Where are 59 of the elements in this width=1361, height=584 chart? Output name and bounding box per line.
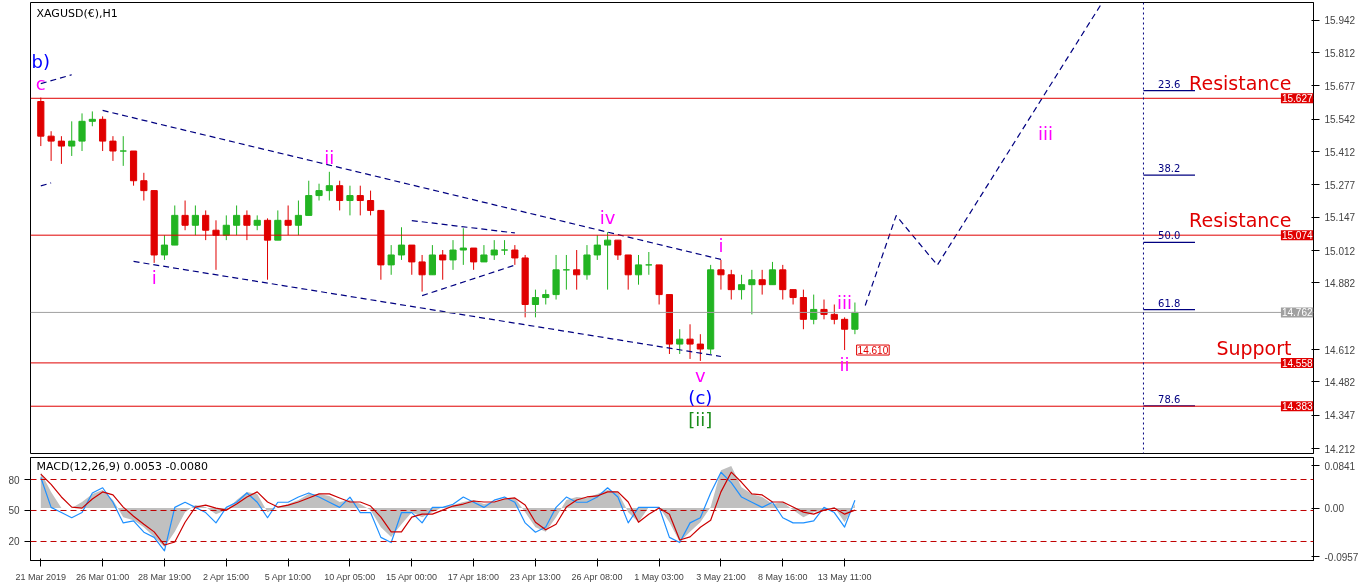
y-tick-label: 15.012 <box>1324 245 1356 257</box>
y2-tick-label: 20 <box>8 536 20 548</box>
ref-line-label: 14.558 <box>1281 357 1313 369</box>
x-tick-label: 1 May 03:00 <box>634 571 684 582</box>
x-tick-label: 26 Apr 08:00 <box>571 571 623 582</box>
y-tick-label: 0.0841 <box>1324 460 1356 472</box>
y-tick-label: 15.677 <box>1324 80 1356 92</box>
annotation: v <box>695 364 707 386</box>
y-tick-label: 0.00 <box>1324 503 1345 515</box>
annotation: 14.610 <box>857 345 889 357</box>
x-tick-label: 8 May 16:00 <box>758 571 808 582</box>
annotation: iii <box>837 292 853 314</box>
y-tick-label: 15.542 <box>1324 114 1356 126</box>
y-tick-label: 14.347 <box>1324 410 1356 422</box>
annotation: iv <box>599 207 616 229</box>
annotation: 38.2 <box>1158 163 1181 175</box>
x-tick-label: 10 Apr 05:00 <box>324 571 376 582</box>
annotation: b) <box>31 50 51 72</box>
chart-title: MACD(12,26,9) 0.0053 -0.0080 <box>36 459 208 473</box>
annotation: 23.6 <box>1158 78 1181 90</box>
ref-line-label: 15.627 <box>1281 93 1313 105</box>
annotation: 78.6 <box>1158 393 1181 405</box>
annotation: (c) <box>688 386 713 408</box>
x-tick-label: 23 Apr 13:00 <box>509 571 561 582</box>
y2-tick-label: 80 <box>8 474 20 486</box>
annotation: Resistance <box>1189 72 1292 95</box>
y-tick-label: 14.212 <box>1324 443 1356 455</box>
x-tick-label: 13 May 11:00 <box>817 571 872 582</box>
x-tick-label: 26 Mar 01:00 <box>76 571 130 582</box>
y-tick-label: 15.147 <box>1324 212 1356 224</box>
ref-line-label: 14.762 <box>1281 307 1313 319</box>
chart-title: XAGUSD(€),H1 <box>36 6 118 20</box>
annotation: [ii] <box>688 408 713 430</box>
y2-tick-label: 50 <box>8 505 20 517</box>
x-tick-label: 15 Apr 00:00 <box>386 571 438 582</box>
y-tick-label: 14.612 <box>1324 344 1356 356</box>
y-tick-label: 15.412 <box>1324 146 1356 158</box>
y-tick-label: -0.0957 <box>1324 551 1359 563</box>
y-tick-label: 15.812 <box>1324 47 1356 59</box>
x-tick-label: 2 Apr 15:00 <box>203 571 250 582</box>
y-tick-label: 14.882 <box>1324 277 1356 289</box>
annotation: Support <box>1216 336 1292 359</box>
annotation: c <box>35 72 46 94</box>
x-tick-label: 17 Apr 18:00 <box>447 571 499 582</box>
y-tick-label: 14.482 <box>1324 376 1356 388</box>
x-tick-label: 21 Mar 2019 <box>15 571 67 582</box>
y-tick-label: 15.942 <box>1324 15 1356 27</box>
annotation: i <box>718 234 724 256</box>
annotation: iii <box>1038 123 1054 145</box>
annotation: Resistance <box>1189 209 1292 232</box>
y-tick-label: 15.277 <box>1324 179 1356 191</box>
annotation: ii <box>324 146 335 168</box>
x-tick-label: 5 Apr 10:00 <box>264 571 311 582</box>
x-tick-label: 3 May 21:00 <box>696 571 746 582</box>
annotation: 61.8 <box>1158 297 1181 309</box>
ref-line-label: 14.383 <box>1281 401 1313 413</box>
x-tick-label: 28 Mar 19:00 <box>137 571 191 582</box>
ref-line-label: 15.074 <box>1281 230 1313 242</box>
annotation: i <box>151 266 157 288</box>
